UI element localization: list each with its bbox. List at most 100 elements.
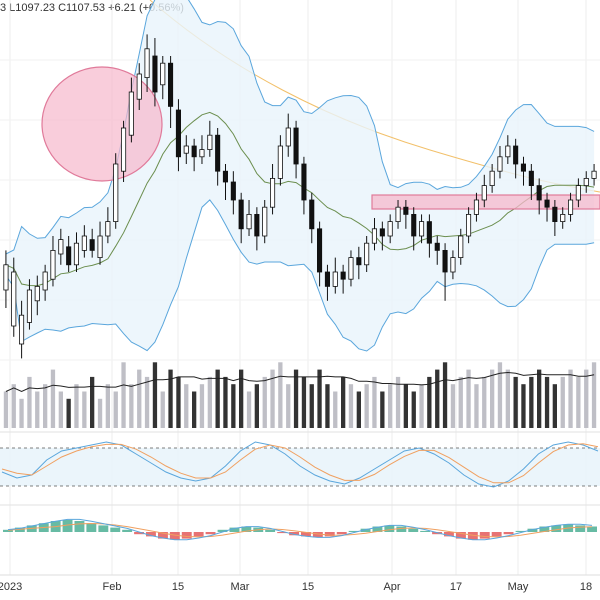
volume-bar bbox=[505, 369, 510, 428]
candle-body bbox=[489, 170, 495, 186]
volume-bar bbox=[35, 391, 40, 428]
candle-body bbox=[364, 242, 370, 266]
macd-histogram-bar bbox=[217, 529, 228, 532]
candle-body bbox=[50, 249, 56, 280]
volume-bar bbox=[576, 376, 581, 428]
volume-bar bbox=[584, 369, 589, 428]
volume-moving-average-line bbox=[5, 371, 595, 393]
volume-bar bbox=[66, 398, 71, 428]
volume-bar bbox=[419, 384, 424, 428]
volume-bar bbox=[521, 384, 526, 428]
candle-body bbox=[356, 257, 362, 266]
macd-histogram-bar bbox=[384, 525, 395, 532]
volume-bar bbox=[348, 384, 354, 428]
volume-bar bbox=[317, 369, 322, 428]
candle-body bbox=[520, 163, 526, 172]
candle-body bbox=[152, 55, 158, 93]
volume-bar bbox=[160, 391, 165, 428]
candle-body bbox=[434, 242, 440, 251]
volume-bar bbox=[333, 391, 338, 428]
volume-bar bbox=[474, 384, 479, 428]
volume-bar bbox=[544, 376, 550, 428]
candle-body bbox=[340, 271, 346, 280]
x-tick-label: Feb bbox=[103, 581, 122, 593]
candle-body bbox=[293, 127, 299, 165]
volume-bar bbox=[380, 391, 385, 428]
candle-body bbox=[191, 145, 197, 158]
volume-bar bbox=[43, 384, 48, 428]
candle-body bbox=[442, 249, 448, 273]
volume-bar bbox=[309, 384, 314, 428]
macd-histogram-bar bbox=[467, 532, 478, 540]
candle-body bbox=[481, 185, 487, 201]
candle-body bbox=[269, 177, 276, 208]
macd-histogram-bar bbox=[146, 532, 156, 537]
x-tick-label: 2023 bbox=[0, 581, 22, 593]
macd-histogram-bar bbox=[158, 532, 168, 539]
volume-bar bbox=[215, 369, 220, 428]
candle-body bbox=[215, 134, 221, 172]
bollinger-lower-line bbox=[5, 199, 595, 352]
x-tick-label: 18 bbox=[580, 581, 592, 593]
volume-bar bbox=[325, 384, 330, 428]
macd-histogram-bar bbox=[277, 532, 288, 534]
candle-body bbox=[89, 239, 95, 251]
macd-histogram-bar bbox=[324, 532, 335, 537]
candle-body bbox=[160, 62, 166, 86]
candle-body bbox=[324, 271, 330, 287]
candle-body bbox=[11, 271, 17, 327]
macd-histogram-bar bbox=[479, 532, 490, 539]
volume-bar bbox=[58, 391, 63, 428]
stochastic-band bbox=[0, 448, 600, 486]
volume-bar bbox=[144, 376, 150, 428]
macd-histogram-bar bbox=[408, 528, 419, 532]
candle-body bbox=[497, 156, 503, 172]
candle-body bbox=[58, 239, 64, 255]
macd-histogram-bar bbox=[336, 532, 347, 535]
macd-line bbox=[7, 518, 593, 541]
candle-body bbox=[371, 228, 377, 244]
volume-bar bbox=[74, 384, 79, 428]
macd-histogram-bar bbox=[241, 526, 252, 532]
macd-histogram-bar bbox=[503, 532, 514, 535]
volume-bar bbox=[411, 391, 416, 428]
macd-histogram-bar bbox=[372, 526, 383, 532]
volume-bars bbox=[3, 362, 597, 428]
candle-body bbox=[395, 206, 401, 222]
candle-body bbox=[411, 213, 417, 237]
volume-bar bbox=[11, 384, 16, 428]
x-tick-label: 17 bbox=[450, 581, 462, 593]
candle-body bbox=[458, 235, 464, 259]
candle-body bbox=[316, 228, 323, 273]
volume-bar bbox=[513, 376, 518, 428]
volume-bar bbox=[90, 376, 95, 428]
volume-bar bbox=[176, 376, 181, 428]
candle-body bbox=[528, 170, 534, 186]
x-tick-label: 15 bbox=[172, 581, 184, 593]
x-tick-label: Mar bbox=[231, 581, 250, 593]
candle-body bbox=[277, 145, 283, 179]
volume-bar bbox=[113, 391, 118, 428]
candle-body bbox=[66, 246, 72, 266]
volume-bar bbox=[121, 362, 126, 428]
macd-histogram-bar bbox=[229, 527, 240, 532]
candle-body bbox=[552, 206, 558, 222]
macd-histogram-bar bbox=[360, 528, 371, 532]
volume-bar bbox=[207, 376, 212, 428]
volume-bar bbox=[239, 369, 244, 428]
candle-body bbox=[575, 185, 581, 201]
candle-body bbox=[309, 199, 315, 230]
candle-body bbox=[26, 289, 32, 323]
candle-body bbox=[105, 221, 111, 237]
volume-bar bbox=[278, 362, 283, 428]
ohlc-readout: 3 L1097.23 C1107.53 +6.21 (+0.56%) bbox=[0, 2, 184, 14]
volume-bar bbox=[19, 398, 24, 428]
candle-body bbox=[560, 213, 566, 222]
candle-body bbox=[301, 163, 307, 201]
macd-histogram-bar bbox=[74, 521, 85, 532]
candle-body bbox=[73, 242, 80, 266]
volume-bar bbox=[427, 376, 432, 428]
volume-bar bbox=[490, 369, 495, 428]
candle-body bbox=[97, 235, 103, 259]
